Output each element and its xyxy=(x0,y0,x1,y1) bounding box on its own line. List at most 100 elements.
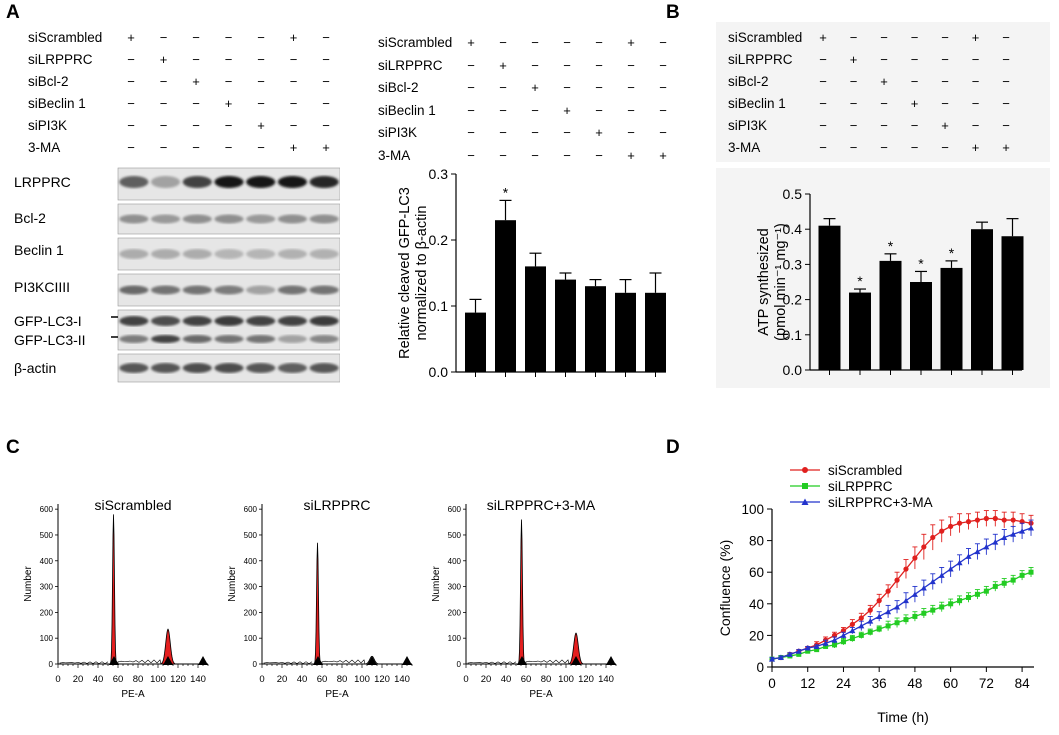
condition-sign: − xyxy=(322,52,330,67)
condition-label: siBcl-2 xyxy=(378,80,419,95)
y-axis-label: Number xyxy=(227,566,238,602)
condition-sign: − xyxy=(563,147,571,163)
y-tick-label: 40 xyxy=(749,597,764,612)
condition-sign: − xyxy=(880,52,888,67)
data-point xyxy=(840,632,847,638)
condition-sign: − xyxy=(659,57,667,73)
gate-marker xyxy=(198,656,208,665)
data-point xyxy=(929,578,936,585)
condition-sign: − xyxy=(322,74,330,89)
blot-band xyxy=(214,214,244,224)
data-point xyxy=(867,607,873,613)
condition-sign: − xyxy=(595,57,603,73)
condition-sign: − xyxy=(819,140,827,155)
condition-sign: − xyxy=(1002,96,1010,111)
data-point xyxy=(911,591,918,597)
y-tick-label: 400 xyxy=(244,557,258,566)
condition-sign: − xyxy=(595,80,603,95)
condition-sign: − xyxy=(849,140,858,155)
x-tick-label: 100 xyxy=(150,674,166,685)
data-point xyxy=(965,519,972,525)
condition-sign: + xyxy=(322,140,330,155)
condition-sign: − xyxy=(127,118,135,133)
data-point xyxy=(939,604,945,610)
x-tick-label: 140 xyxy=(598,674,614,685)
lc3-condition-table: siScrambled + − − − − + − siLRPPRC − + − − − − − siBcl-2… xyxy=(378,35,668,163)
data-point xyxy=(894,620,900,626)
legend-label: siScrambled xyxy=(828,463,902,478)
blot-band xyxy=(309,214,339,224)
condition-label: siBcl-2 xyxy=(728,74,769,89)
blot-label-lrpprc: LRPPRC xyxy=(14,174,71,190)
blot-band xyxy=(309,335,339,343)
blot-label-actin: β-actin xyxy=(14,360,57,376)
condition-sign: − xyxy=(467,147,475,163)
condition-sign: − xyxy=(192,118,200,133)
condition-sign: − xyxy=(224,140,233,155)
condition-sign: + xyxy=(627,147,635,163)
condition-label: siScrambled xyxy=(378,35,453,50)
bar xyxy=(971,229,993,370)
g1-peak xyxy=(517,519,527,665)
data-point xyxy=(823,643,829,649)
significance-mark: * xyxy=(918,255,924,271)
gate-marker xyxy=(402,656,412,665)
y-tick-label: 80 xyxy=(749,534,764,549)
data-point xyxy=(902,597,909,604)
y-tick-label: 0.5 xyxy=(783,186,803,202)
data-point xyxy=(974,517,981,523)
condition-sign: + xyxy=(595,125,603,140)
condition-sign: − xyxy=(563,80,571,95)
data-point xyxy=(921,544,927,550)
condition-label: siBeclin 1 xyxy=(28,96,86,111)
condition-sign: − xyxy=(467,57,475,73)
condition-label: siBcl-2 xyxy=(28,74,69,89)
legend-marker xyxy=(802,467,808,473)
x-tick-label: 120 xyxy=(578,674,594,685)
condition-sign: − xyxy=(1002,118,1010,133)
data-point xyxy=(876,613,883,619)
blot-band xyxy=(214,316,244,326)
gate-marker xyxy=(606,656,616,665)
bar xyxy=(525,266,546,372)
y-axis-label: Confluence (%) xyxy=(717,540,733,637)
condition-sign: − xyxy=(159,140,168,155)
condition-sign: − xyxy=(880,96,888,111)
condition-sign: − xyxy=(627,125,635,140)
flow-plot-silrpprc: siLRPPRC 0 100 200 300 400 500 600 0 20 40 60 80 100 1… xyxy=(227,497,413,700)
data-point xyxy=(966,594,971,600)
condition-sign: − xyxy=(880,140,888,155)
data-point xyxy=(957,598,963,604)
gate-marker xyxy=(367,656,377,665)
legend-marker xyxy=(801,498,809,505)
atp-condition-table: siScrambled + − − − − + − siLRPPRC − + − − − − − siBcl-2… xyxy=(728,30,1028,160)
blot-band xyxy=(182,316,212,326)
blot-band xyxy=(150,249,181,259)
condition-sign: − xyxy=(819,118,827,133)
y-tick-label: 100 xyxy=(244,634,258,643)
data-point xyxy=(947,566,954,572)
condition-sign: − xyxy=(289,74,298,89)
y-tick-label: 400 xyxy=(40,557,54,566)
blot-band xyxy=(182,285,212,295)
condition-sign: − xyxy=(849,74,858,89)
condition-sign: − xyxy=(499,147,507,163)
blot-band xyxy=(150,285,181,295)
data-point xyxy=(992,539,999,545)
atp-condition-bg xyxy=(716,22,1050,162)
condition-sign: − xyxy=(192,140,200,155)
condition-sign: + xyxy=(627,35,635,50)
condition-sign: + xyxy=(499,57,507,73)
data-point xyxy=(885,608,892,615)
data-point xyxy=(1019,572,1025,578)
y-tick-label: 100 xyxy=(448,634,462,643)
data-point xyxy=(939,528,945,534)
condition-sign: + xyxy=(224,96,233,111)
data-point xyxy=(1010,577,1016,583)
confluence-line-chart: 0 20 40 60 80 100 0 12 24 36 48 60 72 84 Time (h) Confl… xyxy=(717,463,1035,725)
data-point xyxy=(903,566,909,572)
y-tick-label: 0.3 xyxy=(429,166,449,182)
data-point xyxy=(1010,517,1016,523)
blot-band xyxy=(246,285,276,295)
blot-band xyxy=(119,285,149,295)
